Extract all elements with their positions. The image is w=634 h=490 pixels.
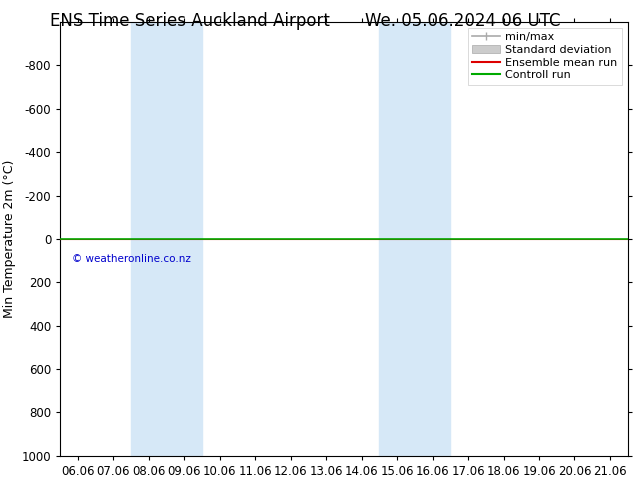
- Bar: [131, 22, 202, 456]
- Y-axis label: Min Temperature 2m (°C): Min Temperature 2m (°C): [3, 160, 16, 318]
- Text: We. 05.06.2024 06 UTC: We. 05.06.2024 06 UTC: [365, 12, 560, 30]
- Bar: [379, 22, 450, 456]
- Text: ENS Time Series Auckland Airport: ENS Time Series Auckland Airport: [50, 12, 330, 30]
- Legend: min/max, Standard deviation, Ensemble mean run, Controll run: min/max, Standard deviation, Ensemble me…: [468, 27, 622, 85]
- Text: © weatheronline.co.nz: © weatheronline.co.nz: [72, 254, 190, 264]
